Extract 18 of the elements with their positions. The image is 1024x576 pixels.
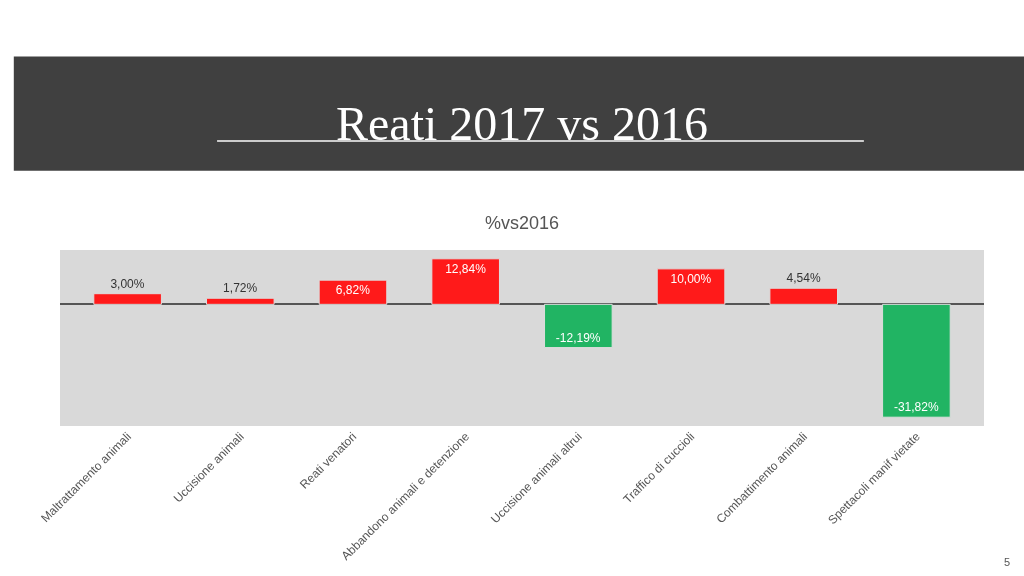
- bar: [769, 287, 839, 305]
- data-label: -12,19%: [555, 330, 601, 345]
- bar: [882, 303, 951, 418]
- chart-title: Reati 2017 vs 2016: [336, 97, 708, 150]
- bar: [656, 268, 726, 305]
- text: 5: [1004, 556, 1011, 568]
- bar: [431, 258, 500, 305]
- data-label: -31,82%: [893, 400, 939, 415]
- bar: [93, 293, 162, 305]
- data-label: 4,54%: [786, 271, 821, 286]
- chart-subtitle: %vs2016: [485, 213, 560, 233]
- data-label: 6,82%: [335, 283, 371, 298]
- data-label: 12,84%: [445, 261, 487, 276]
- bar: [205, 297, 275, 305]
- data-label: 10,00%: [670, 271, 712, 286]
- data-label: 3,00%: [110, 276, 145, 291]
- data-label: 1,72%: [223, 281, 258, 296]
- bar: [544, 303, 613, 349]
